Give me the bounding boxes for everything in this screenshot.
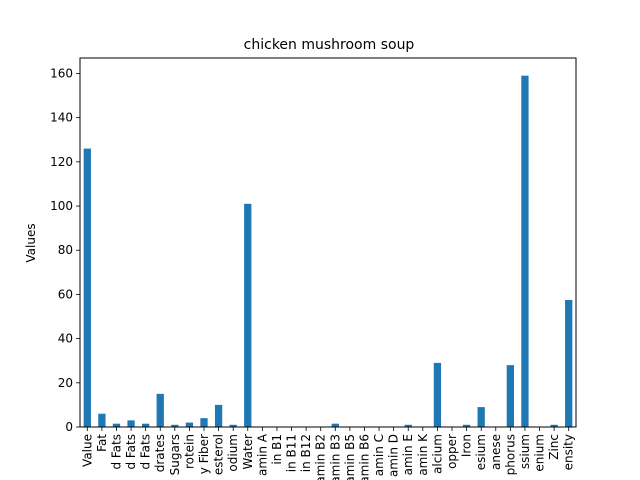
bar <box>98 413 106 427</box>
x-tick-label: esterol <box>212 434 226 475</box>
x-tick-label: amin B2 <box>314 434 328 480</box>
x-tick-label: enium <box>533 434 547 472</box>
bar <box>185 422 194 427</box>
bar <box>244 203 252 427</box>
x-tick-label: amin B3 <box>328 434 342 480</box>
bar <box>331 423 339 427</box>
x-tick-label: d Fats <box>139 434 153 470</box>
bar <box>142 423 150 427</box>
y-tick-label: 160 <box>50 66 73 80</box>
bar <box>112 423 121 427</box>
x-tick-label: in B12 <box>299 434 313 472</box>
x-tick-label: y Fiber <box>197 434 211 474</box>
bar <box>229 424 237 427</box>
y-tick-label: 140 <box>50 111 73 125</box>
x-tick-label: amin K <box>416 433 430 476</box>
x-tick-label: Iron <box>460 434 474 457</box>
bar <box>433 362 442 427</box>
x-tick-label: amin A <box>255 433 269 476</box>
x-tick-label: d Fats <box>109 434 123 470</box>
x-tick-label: amin C <box>372 434 386 476</box>
plot-frame <box>79 57 577 428</box>
x-tick-label: drates <box>153 434 167 472</box>
y-tick-label: 120 <box>50 155 73 169</box>
bar <box>565 299 573 427</box>
x-tick-label: alcium <box>430 434 444 474</box>
x-tick-label: in B11 <box>285 434 299 472</box>
x-tick-label: phorus <box>503 434 517 475</box>
x-tick-label: Value <box>80 434 94 467</box>
y-tick-label: 0 <box>65 420 73 434</box>
x-tick-label: amin B5 <box>343 434 357 480</box>
x-tick-label: Zinc <box>547 434 561 460</box>
x-tick-label: amin D <box>387 434 401 477</box>
bar <box>83 148 91 427</box>
y-tick-label: 20 <box>58 376 73 390</box>
y-tick-label: 60 <box>58 287 73 301</box>
x-tick-label: anese <box>489 434 503 470</box>
x-tick-label: odium <box>226 434 240 472</box>
x-tick-label: rotein <box>182 434 196 469</box>
bar <box>404 424 412 427</box>
y-tick-label: 100 <box>50 199 73 213</box>
bar <box>214 404 223 427</box>
bar <box>127 420 135 427</box>
x-tick-label: Fat <box>95 434 109 452</box>
bars-group <box>83 75 573 428</box>
bar <box>521 75 529 428</box>
y-axis: 0 20 40 60 80 100 120 140 160 <box>50 66 80 434</box>
y-tick-label: 80 <box>58 243 73 257</box>
x-axis: Value Fat d Fats d Fats d Fats drates Sugars ro… <box>80 427 576 480</box>
x-tick-label: Sugars <box>168 434 182 475</box>
bar <box>506 365 514 427</box>
y-axis-label: Values <box>24 223 38 262</box>
x-tick-label: amin B6 <box>357 434 371 480</box>
chart-title: chicken mushroom soup <box>244 37 415 53</box>
bar <box>200 418 208 427</box>
x-tick-label: amin E <box>401 434 415 475</box>
x-tick-label: esium <box>474 434 488 470</box>
x-tick-label: opper <box>445 434 459 469</box>
x-tick-label: ensity <box>562 434 576 470</box>
bar <box>156 393 164 427</box>
x-tick-label: d Fats <box>124 434 138 470</box>
bar <box>462 424 471 427</box>
x-tick-label: ssium <box>518 434 532 469</box>
x-tick-label: in B1 <box>270 434 284 465</box>
x-tick-label: Water <box>241 434 255 470</box>
y-tick-label: 40 <box>58 332 73 346</box>
bar <box>477 407 485 427</box>
bar <box>550 424 558 427</box>
bar <box>171 424 179 427</box>
